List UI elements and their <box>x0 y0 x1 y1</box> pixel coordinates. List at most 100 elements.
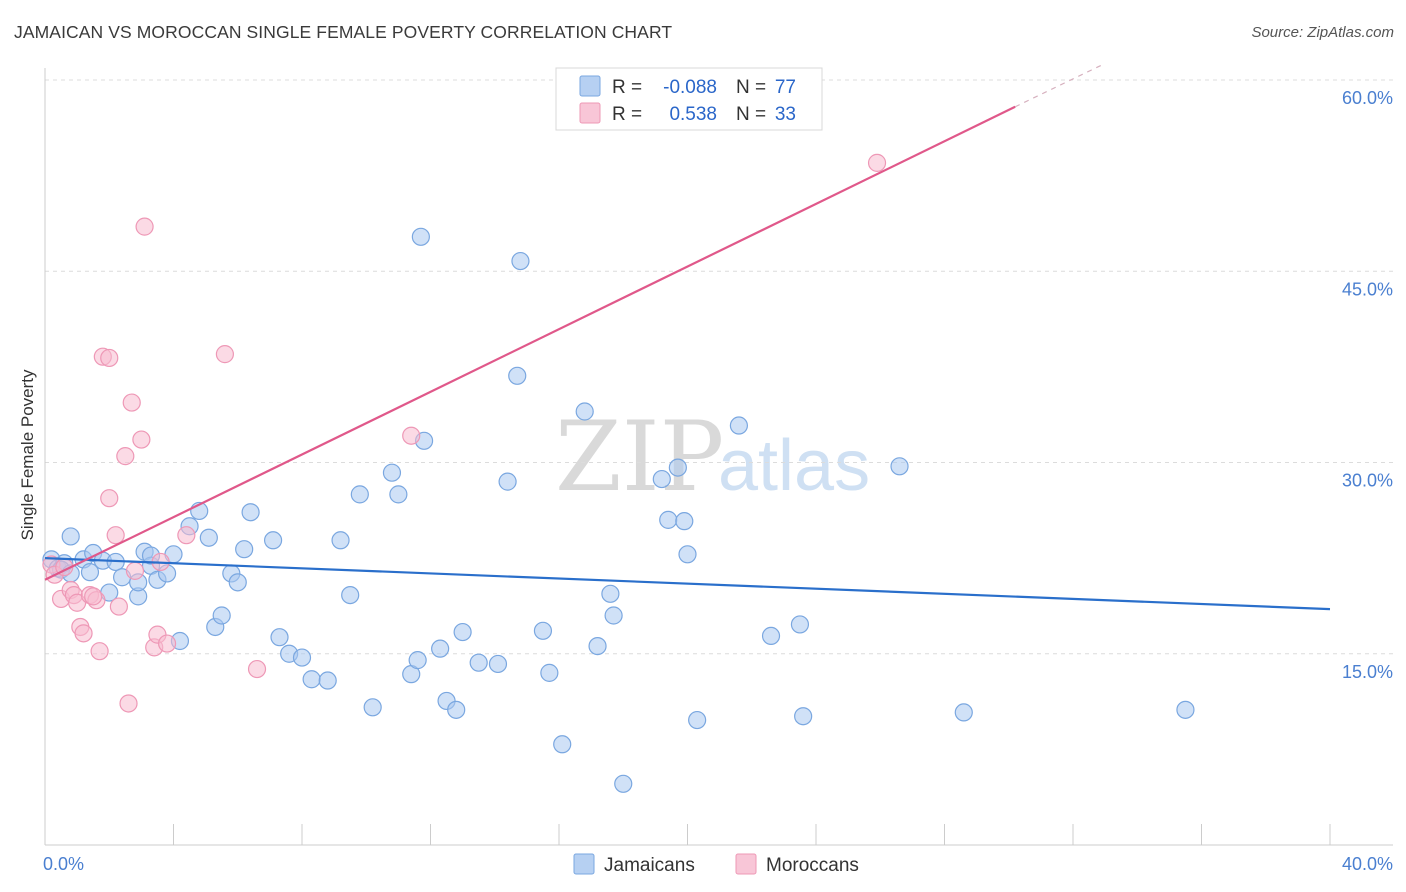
moroccans-point-27 <box>177 526 196 545</box>
legend-r-label-jamaicans: R = <box>612 77 642 98</box>
jamaicans-point-31 <box>302 670 321 689</box>
moroccans-point-18 <box>119 694 138 713</box>
jamaicans-point-20 <box>199 528 218 547</box>
axes <box>44 68 1393 846</box>
bottom-legend-swatch-jamaicans <box>573 853 595 875</box>
jamaicans-point-50 <box>411 227 430 246</box>
jamaicans-point-68 <box>790 615 810 634</box>
jamaicans-point-26 <box>241 503 260 522</box>
jamaicans-point-37 <box>382 463 402 482</box>
jamaicans-point-3 <box>61 527 80 546</box>
x-tick-label-1: 40.0% <box>1342 854 1393 874</box>
jamaicans-point-40 <box>408 651 427 670</box>
jamaicans-point-69 <box>794 707 813 726</box>
jamaicans-point-66 <box>729 416 749 435</box>
jamaicans-point-72 <box>1176 700 1195 719</box>
legend-n-value-moroccans: 33 <box>775 104 796 125</box>
moroccans-point-22 <box>135 217 154 236</box>
jamaicans-point-56 <box>588 636 607 656</box>
jamaicans-point-55 <box>575 402 594 421</box>
jamaicans-point-65 <box>688 710 707 730</box>
jamaicans-point-30 <box>292 648 312 667</box>
jamaicans-points <box>42 227 1195 793</box>
chart-source: Source: ZipAtlas.com <box>1251 24 1394 41</box>
jamaicans-point-52 <box>533 621 553 640</box>
bottom-legend-label-moroccans: Moroccans <box>766 855 859 876</box>
moroccans-point-20 <box>125 561 145 580</box>
jamaicans-point-60 <box>652 469 671 489</box>
moroccans-point-29 <box>247 659 267 679</box>
moroccans-point-31 <box>867 153 887 172</box>
jamaicans-point-71 <box>954 703 973 722</box>
y-tick-label-2: 45.0% <box>1342 279 1393 299</box>
jamaicans-point-48 <box>498 472 517 491</box>
watermark: ZIP atlas <box>555 401 870 513</box>
bottom-legend-label-jamaicans: Jamaicans <box>604 855 695 876</box>
moroccans-trend-line <box>44 105 1016 581</box>
watermark-atlas: atlas <box>718 426 870 506</box>
legend-n-label-jamaicans: N = <box>736 77 766 98</box>
jamaicans-point-38 <box>389 485 408 504</box>
jamaicans-point-44 <box>447 700 466 719</box>
x-tick-labels: 0.0% 40.0% <box>43 854 1393 874</box>
moroccans-trend-extension <box>1014 62 1106 108</box>
jamaicans-point-45 <box>453 622 472 642</box>
y-tick-label-3: 60.0% <box>1342 88 1393 108</box>
moroccans-point-30 <box>402 426 421 445</box>
y-tick-labels: 15.0% 30.0% 45.0% 60.0% <box>1342 88 1393 682</box>
legend-r-label-moroccans: R = <box>612 104 642 125</box>
moroccans-point-11 <box>90 642 109 661</box>
moroccans-point-28 <box>215 345 234 364</box>
moroccans-point-21 <box>132 430 151 449</box>
x-tick-label-0: 0.0% <box>43 854 84 874</box>
jamaicans-point-53 <box>540 663 559 682</box>
moroccans-point-26 <box>157 634 177 653</box>
jamaicans-point-64 <box>678 545 697 564</box>
moroccans-points <box>42 153 887 713</box>
grid <box>45 79 1393 655</box>
jamaicans-point-24 <box>228 573 247 592</box>
jamaicans-point-47 <box>488 654 508 674</box>
chart-title: JAMAICAN VS MOROCCAN SINGLE FEMALE POVER… <box>14 22 673 42</box>
jamaicans-point-61 <box>659 510 678 529</box>
y-axis-label: Single Female Poverty <box>18 369 37 541</box>
y-tick-label-0: 15.0% <box>1342 662 1393 682</box>
jamaicans-point-67 <box>761 626 781 646</box>
legend-n-label-moroccans: N = <box>736 104 766 125</box>
jamaicans-point-36 <box>363 698 382 717</box>
trend-lines <box>44 62 1331 611</box>
bottom-legend-swatch-moroccans <box>735 853 757 875</box>
jamaicans-point-57 <box>614 774 633 793</box>
jamaicans-point-22 <box>212 606 231 625</box>
legend-r-value-jamaicans: -0.088 <box>663 77 717 98</box>
jamaicans-point-33 <box>331 531 350 550</box>
jamaicans-point-70 <box>890 457 909 476</box>
jamaicans-point-59 <box>604 606 623 625</box>
jamaicans-point-74 <box>80 563 100 582</box>
moroccans-point-15 <box>106 526 125 545</box>
jamaicans-point-28 <box>270 628 289 647</box>
jamaicans-point-63 <box>675 512 694 531</box>
jamaicans-point-46 <box>469 653 488 672</box>
jamaicans-point-34 <box>341 585 360 605</box>
moroccans-point-16 <box>109 597 128 616</box>
legend-swatch-jamaicans <box>579 75 601 97</box>
legend-swatch-moroccans <box>579 102 601 124</box>
legend-r-value-moroccans: 0.538 <box>669 104 717 125</box>
jamaicans-trend-line <box>44 557 1331 611</box>
moroccans-point-13 <box>100 489 119 508</box>
jamaicans-point-25 <box>235 540 254 559</box>
jamaicans-point-51 <box>511 251 530 271</box>
moroccans-point-14 <box>100 348 119 368</box>
jamaicans-point-35 <box>350 485 369 504</box>
moroccans-point-17 <box>116 447 135 466</box>
jamaicans-point-42 <box>431 639 450 658</box>
moroccans-point-32 <box>84 587 103 606</box>
moroccans-point-8 <box>74 624 93 643</box>
jamaicans-point-27 <box>263 531 283 550</box>
jamaicans-point-32 <box>318 671 337 690</box>
jamaicans-point-54 <box>553 735 572 754</box>
legend: R = -0.088 N = 77 R = 0.538 N = 33 <box>555 67 823 131</box>
legend-n-value-jamaicans: 77 <box>775 77 796 98</box>
